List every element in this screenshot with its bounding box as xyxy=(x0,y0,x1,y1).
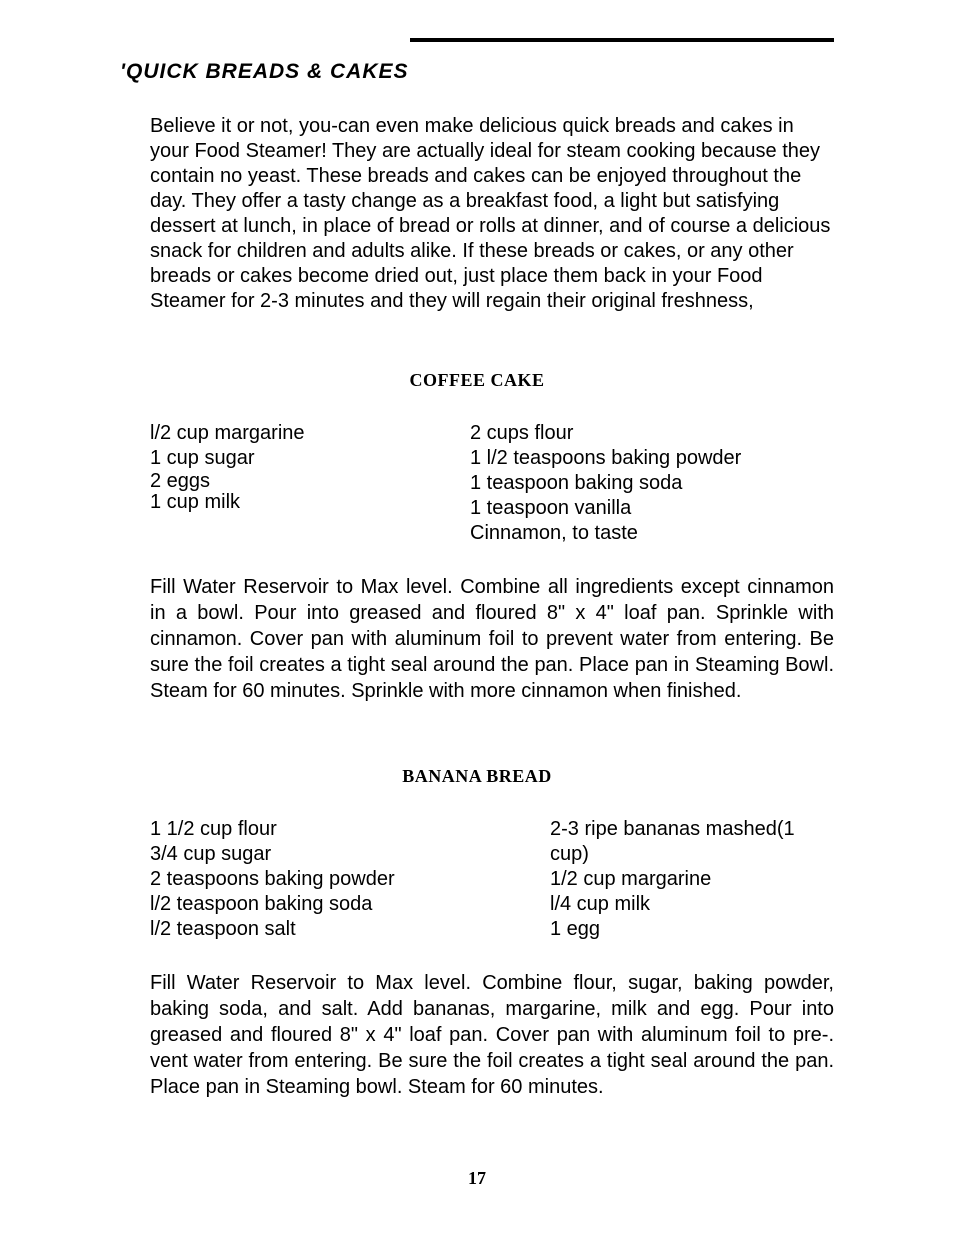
ingredient-line: 1 teaspoon vanilla xyxy=(470,496,834,521)
recipe-1-ingredients-right: 2 cups flour 1 l/2 teaspoons baking powd… xyxy=(470,421,834,546)
ingredient-line: 3/4 cup sugar xyxy=(150,842,550,867)
ingredient-line: 1 1/2 cup flour xyxy=(150,817,550,842)
ingredient-line: Cinnamon, to taste xyxy=(470,521,834,546)
recipe-2-ingredients-right: 2-3 ripe bananas mashed(1 cup) 1/2 cup m… xyxy=(550,817,834,942)
ingredient-line: l/4 cup milk xyxy=(550,892,834,917)
recipe-1-title: COFFEE CAKE xyxy=(120,370,834,391)
recipe-2-ingredients: 1 1/2 cup flour 3/4 cup sugar 2 teaspoon… xyxy=(150,817,834,942)
ingredient-line: 2 cups flour xyxy=(470,421,834,446)
ingredient-line: 1 egg xyxy=(550,917,834,942)
recipe-2-title: BANANA BREAD xyxy=(120,766,834,787)
ingredient-line: 2 teaspoons baking powder xyxy=(150,867,550,892)
recipe-1-instructions: Fill Water Reservoir to Max level. Combi… xyxy=(150,574,834,704)
ingredient-line: l/2 cup margarine xyxy=(150,421,470,446)
ingredient-line: 2-3 ripe bananas mashed(1 cup) xyxy=(550,817,834,867)
ingredient-line: l/2 teaspoon salt xyxy=(150,917,550,942)
ingredient-line: 1 l/2 teaspoons baking powder xyxy=(470,446,834,471)
ingredient-line: 1/2 cup margarine xyxy=(550,867,834,892)
page-number: 17 xyxy=(0,1168,954,1189)
recipe-1-ingredients: l/2 cup margarine 1 cup sugar 2 eggs 1 c… xyxy=(150,421,834,546)
ingredient-line: 1 cup sugar xyxy=(150,446,470,471)
intro-paragraph: Believe it or not, you-can even make del… xyxy=(150,114,834,314)
top-rule xyxy=(410,38,834,42)
ingredient-line: 1 cup milk xyxy=(150,492,470,513)
recipe-1-ingredients-left: l/2 cup margarine 1 cup sugar 2 eggs 1 c… xyxy=(150,421,470,546)
section-title: 'QUICK BREADS & CAKES xyxy=(120,60,834,84)
ingredient-line: 2 eggs xyxy=(150,471,470,492)
ingredient-line: 1 teaspoon baking soda xyxy=(470,471,834,496)
ingredient-line: l/2 teaspoon baking soda xyxy=(150,892,550,917)
recipe-2-ingredients-left: 1 1/2 cup flour 3/4 cup sugar 2 teaspoon… xyxy=(150,817,550,942)
recipe-2-instructions: Fill Water Reservoir to Max level. Combi… xyxy=(150,970,834,1100)
